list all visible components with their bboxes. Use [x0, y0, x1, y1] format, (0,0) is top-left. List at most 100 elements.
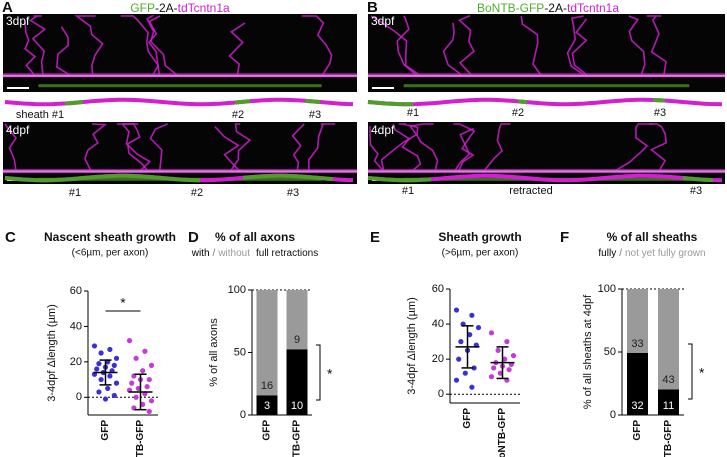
process: [4, 123, 17, 171]
data-point: [469, 312, 475, 318]
process: [55, 26, 70, 76]
count-label: 10: [291, 400, 303, 412]
bar-segment: [286, 349, 308, 415]
axon-glow: [3, 74, 357, 77]
sheath-diagram: [682, 176, 714, 183]
count-label: 3: [264, 400, 270, 412]
y-tick-label: 50: [604, 346, 616, 358]
title-part: tdTcntn1a: [178, 1, 230, 15]
panel-label: C: [5, 229, 16, 246]
significance: *: [327, 366, 333, 382]
data-point: [105, 385, 111, 392]
y-tick-label: 60: [70, 285, 82, 297]
chart-title: % of all axons: [215, 230, 295, 244]
count-label: 33: [631, 338, 643, 350]
process: [146, 15, 178, 76]
y-tick-label: 100: [598, 283, 616, 295]
panel-title: BoNTB-GFP-2A-tdTcntn1a: [477, 1, 619, 15]
title-part: BoNTB-GFP: [477, 1, 544, 15]
chart-title: Sheath growth: [438, 230, 521, 244]
sheath-label: #2: [191, 187, 203, 199]
panel-label: E: [370, 229, 380, 246]
data-point: [140, 368, 146, 374]
data-point: [129, 380, 135, 386]
sheath-label: #2: [232, 109, 244, 121]
sheath-diagram: [304, 98, 321, 105]
data-point: [107, 373, 113, 379]
y-axis-label: % of all axons: [208, 318, 220, 387]
count-label: 16: [261, 380, 273, 392]
sheath-label: #2: [512, 107, 524, 119]
process: [84, 123, 108, 171]
process: [228, 22, 246, 75]
sheath-diagram: [234, 99, 251, 105]
data-point: [488, 374, 495, 380]
separator: /: [213, 248, 216, 259]
sheath-label: #1: [69, 187, 81, 199]
sheath-diagram: [367, 176, 432, 183]
separator: /: [619, 248, 622, 259]
legend-entry: fully: [598, 248, 616, 259]
process: [646, 15, 667, 75]
data-point: [506, 367, 512, 373]
subtitle-suffix: full retractions: [256, 248, 318, 259]
y-axis-label: 3-4dpf Δlength (µm): [406, 297, 418, 394]
sig-bracket: [316, 344, 321, 401]
sheath-label: #1: [402, 185, 414, 197]
y-tick-label: 50: [234, 346, 246, 358]
sheath-diagram: [367, 100, 414, 107]
x-tick-label: GFP: [462, 408, 473, 429]
data-point: [133, 355, 139, 361]
y-tick-label: 60: [432, 283, 444, 295]
count-label: 11: [663, 400, 674, 412]
chart-title: % of all sheaths: [607, 230, 698, 244]
process: [566, 15, 585, 76]
sheath-label: sheath #1: [16, 109, 64, 121]
process: [454, 127, 475, 171]
micrograph: [3, 122, 357, 184]
legend-entry: not yet fully grown: [625, 248, 706, 259]
process: [149, 123, 168, 171]
y-tick-label: 20: [432, 353, 444, 365]
process: [442, 22, 463, 76]
count-label: 32: [631, 400, 643, 412]
panel-title: GFP-2A-tdTcntn1a: [130, 1, 230, 15]
axon-glow: [368, 74, 725, 77]
bar-segment: [256, 395, 278, 415]
data-point: [495, 347, 501, 353]
process: [457, 15, 475, 76]
data-point: [491, 365, 497, 371]
sheath-diagram: [242, 173, 334, 182]
data-point: [510, 353, 517, 359]
data-point: [96, 389, 102, 395]
micrograph: [368, 122, 725, 184]
process: [74, 15, 104, 75]
data-point: [91, 343, 98, 349]
data-point: [94, 366, 100, 372]
y-tick-label: 0: [240, 409, 246, 421]
sheath-diagram: [517, 99, 528, 105]
title-part: -2A-: [155, 1, 178, 15]
process: [628, 15, 646, 76]
bar-segment: [658, 289, 679, 390]
data-point: [471, 365, 477, 371]
process: [301, 15, 333, 76]
day-label: 4dpf: [371, 123, 395, 137]
process: [483, 123, 511, 171]
data-point: [453, 377, 460, 383]
data-point: [113, 380, 120, 386]
process: [520, 15, 542, 76]
title-part: -2A-: [544, 1, 567, 15]
day-label: 3dpf: [6, 14, 30, 28]
data-point: [133, 394, 139, 400]
sheath-diagram: [64, 100, 84, 106]
bar-segment: [658, 389, 679, 415]
bar-segment: [286, 290, 308, 350]
legend-entry: without: [217, 248, 250, 259]
y-tick-label: 20: [70, 356, 82, 368]
count-label: 43: [662, 374, 674, 386]
sheath-label: #1: [407, 107, 419, 119]
bar-segment: [627, 353, 648, 415]
data-point: [111, 362, 117, 368]
